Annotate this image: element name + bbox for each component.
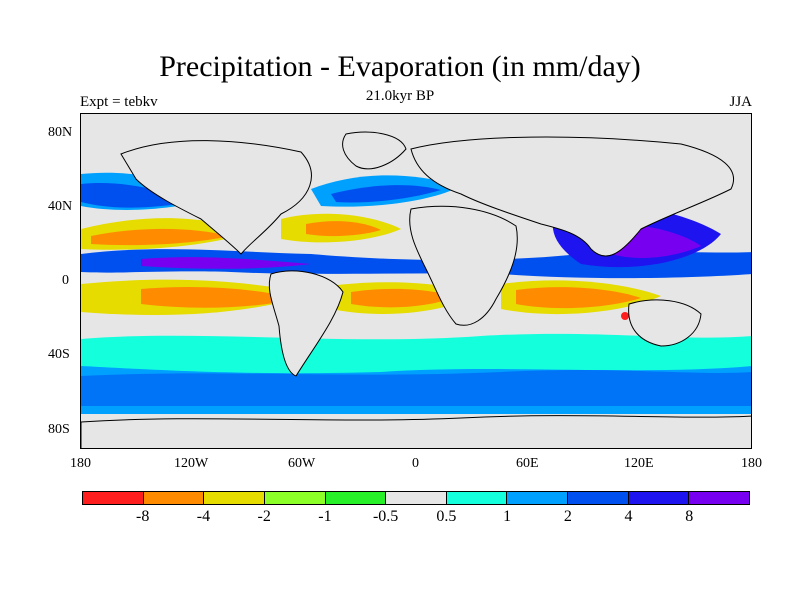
south-indian-dry-core <box>516 287 641 309</box>
colorbar-swatch <box>568 492 629 504</box>
greenland <box>342 131 407 170</box>
ytick-40s: 40S <box>48 347 70 362</box>
ytick-80s: 80S <box>48 422 70 437</box>
colorbar-label: -8 <box>136 508 150 525</box>
xtick-180e: 180 <box>741 456 762 471</box>
colorbar-label: -1 <box>318 508 332 525</box>
local-minimum-spot <box>621 312 629 320</box>
colorbar-label: 4 <box>624 508 633 525</box>
xtick-180w: 180 <box>70 456 91 471</box>
antarctica <box>81 415 751 448</box>
south-atlantic-dry-core <box>351 288 456 308</box>
colorbar-label: -2 <box>257 508 271 525</box>
colorbar-swatch <box>264 492 326 504</box>
colorbar-label: 1 <box>503 508 512 525</box>
colorbar-label: -4 <box>196 508 211 525</box>
north-atlantic-dry-core <box>306 221 381 237</box>
colorbar-swatch <box>143 492 205 504</box>
colorbar-swatch <box>507 492 569 504</box>
north-atlantic-strong-band <box>331 185 441 203</box>
colorbar-swatch <box>204 492 265 504</box>
north-pacific-dry-core <box>91 228 231 246</box>
colorbar-swatch <box>628 492 690 504</box>
xtick-120e: 120E <box>624 456 654 471</box>
north-america <box>120 140 312 255</box>
australia <box>628 299 702 347</box>
colorbar-swatch <box>689 492 750 504</box>
ytick-40n: 40N <box>48 199 73 214</box>
plot-subtitle: 21.0kyr BP <box>365 88 435 104</box>
north-pacific-strong-band <box>81 183 191 208</box>
colorbar-swatch <box>386 492 447 504</box>
xtick-0: 0 <box>412 456 419 471</box>
xtick-60e: 60E <box>516 456 539 471</box>
ytick-0: 0 <box>62 273 69 288</box>
colorbar <box>82 491 750 505</box>
colorbar-swatch <box>83 492 144 504</box>
colorbar-swatch <box>325 492 387 504</box>
africa <box>409 205 518 326</box>
experiment-label: Expt = tebkv <box>80 94 158 110</box>
southern-ocean-cyan-band <box>81 333 751 374</box>
colorbar-swatch <box>446 492 508 504</box>
xtick-120w: 120W <box>174 456 209 471</box>
ytick-80n: 80N <box>48 125 73 140</box>
colorbar-label: 0.5 <box>436 508 457 525</box>
south-america <box>268 270 344 377</box>
map-panel <box>80 113 752 449</box>
plot-title: Precipitation - Evaporation (in mm/day) <box>159 50 641 83</box>
itcz-strong-core <box>141 257 311 269</box>
colorbar-label: 8 <box>685 508 694 525</box>
colorbar-label: -0.5 <box>372 508 399 525</box>
xtick-60w: 60W <box>288 456 316 471</box>
pe-field-map <box>81 131 751 448</box>
season-label: JJA <box>729 94 752 110</box>
southern-ocean-moderate-band <box>81 370 751 406</box>
continents <box>81 131 751 448</box>
europe-asia <box>410 136 734 257</box>
colorbar-label: 2 <box>563 508 572 525</box>
south-pacific-dry-core <box>141 287 296 308</box>
